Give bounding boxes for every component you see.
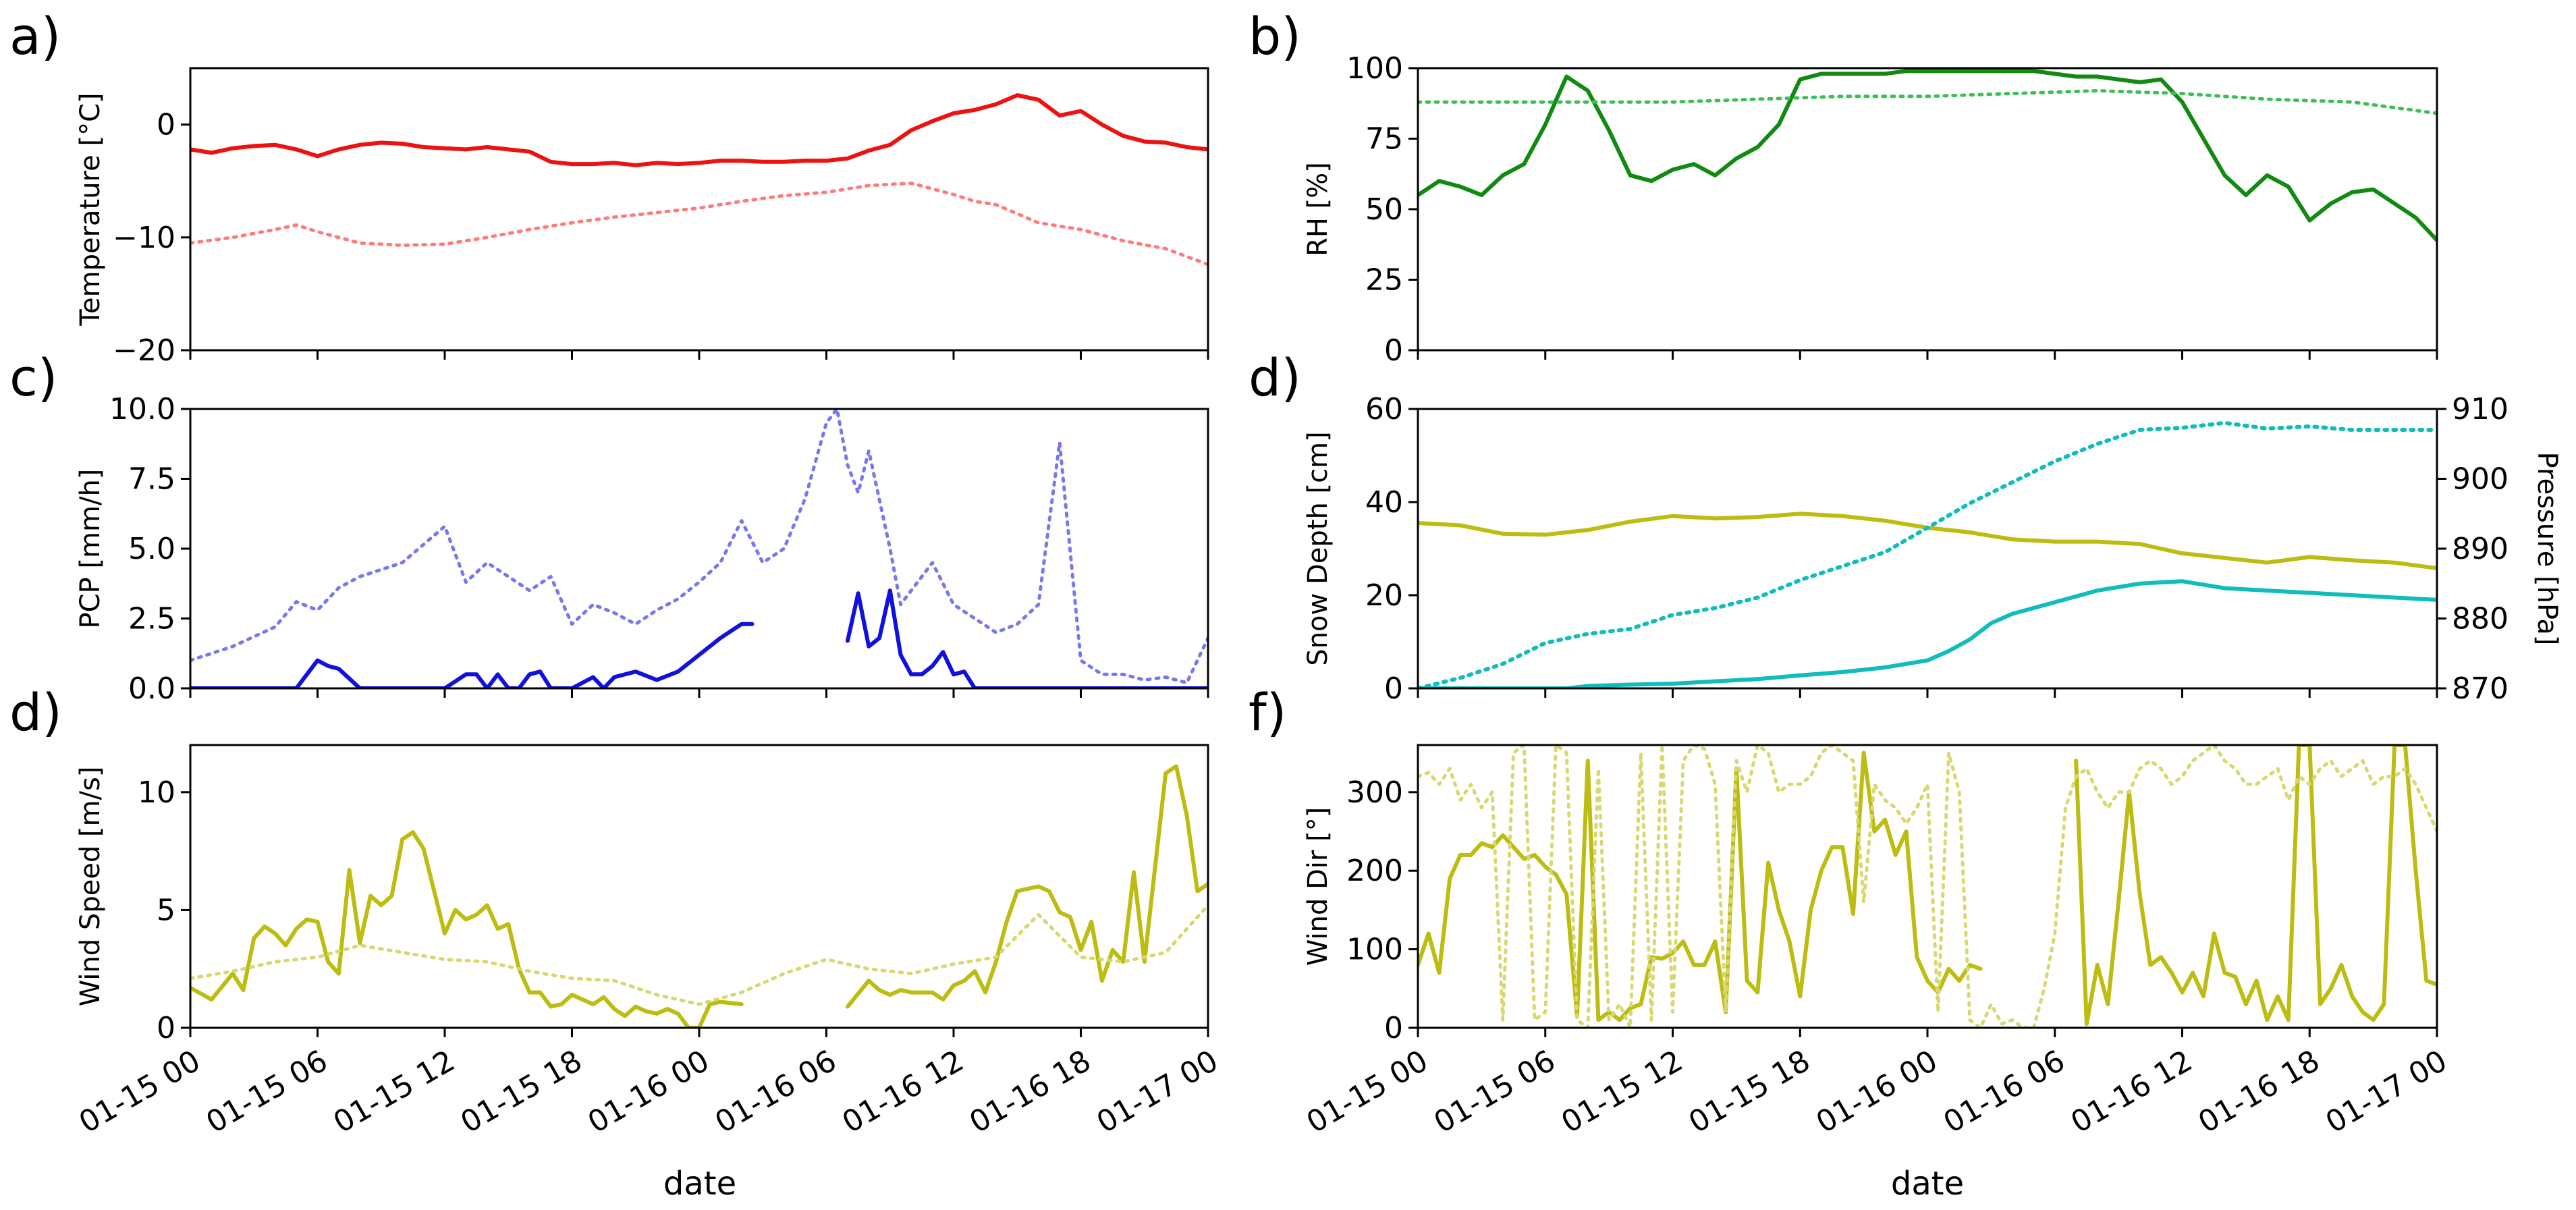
x-tick-label: 01-17 00 xyxy=(1091,1043,1224,1140)
series-temperature-dotted xyxy=(190,182,1208,267)
y2-axis-label: Pressure [hPa] xyxy=(2531,452,2563,646)
y-tick-label: 0 xyxy=(1384,671,1403,706)
y-tick-label: 100 xyxy=(1346,933,1403,967)
series-wind-dir-part1 xyxy=(1418,750,1983,1022)
y-tick-label: 0 xyxy=(1384,1011,1403,1045)
series-temperature-solid xyxy=(190,93,1208,167)
x-tick-label: 01-15 00 xyxy=(74,1043,207,1140)
y-tick-label: 25 xyxy=(1365,263,1403,298)
x-tick-label: 01-16 18 xyxy=(964,1043,1097,1140)
x-axis-label-right: date xyxy=(1891,1165,1964,1203)
series-pcp-solid-part2 xyxy=(845,588,1208,688)
y-axis-label: Wind Dir [°] xyxy=(1303,807,1334,966)
panel-letter-a: a) xyxy=(9,6,61,66)
y-axis-label: RH [%] xyxy=(1303,162,1334,256)
series-wind-speed-part1 xyxy=(190,830,744,1028)
y-tick-label: 7.5 xyxy=(128,462,175,497)
x-tick-label: 01-15 12 xyxy=(1556,1043,1689,1140)
y-tick-label: 2.5 xyxy=(128,602,175,636)
y-tick-label: 0 xyxy=(157,108,175,142)
plot-frame xyxy=(1417,67,2438,352)
y-tick-label: 0.0 xyxy=(128,671,175,706)
y-tick-label: 200 xyxy=(1346,854,1403,888)
series-wind-dir-part2 xyxy=(2074,745,2437,1026)
x-tick-label: 01-15 12 xyxy=(328,1043,461,1140)
y2-tick-label: 890 xyxy=(2452,532,2509,566)
y-axis-label: Snow Depth [cm] xyxy=(1303,431,1334,665)
x-tick-label: 01-16 06 xyxy=(1938,1043,2071,1140)
y-tick-label: 60 xyxy=(1365,392,1403,427)
y-tick-label: −20 xyxy=(113,333,175,368)
x-tick-label: 01-16 00 xyxy=(582,1043,715,1140)
panel-a: a) −20 −10 0 Temperature [°C] xyxy=(9,6,1209,368)
y2-tick-label: 910 xyxy=(2452,392,2509,427)
series-pcp-dotted xyxy=(190,409,1208,685)
y2-tick-label: 880 xyxy=(2452,602,2509,636)
series-pcp-solid-part1 xyxy=(190,622,755,688)
plot-frame xyxy=(189,744,1209,1029)
series-wind-speed-part2 xyxy=(845,764,1208,1009)
x-tick-label: 01-16 00 xyxy=(1811,1043,1944,1140)
y-tick-label: 10 xyxy=(138,775,175,810)
y-axis-label: Temperature [°C] xyxy=(75,92,106,326)
x-axis-label-left: date xyxy=(663,1165,736,1203)
x-tick-label: 01-16 18 xyxy=(2193,1043,2326,1140)
series-rh-dotted xyxy=(1418,88,2437,115)
panel-letter-e: d) xyxy=(9,682,62,742)
panel-letter-c: c) xyxy=(9,348,57,408)
plot-frame xyxy=(189,408,1209,690)
y-tick-label: 20 xyxy=(1365,578,1403,613)
panel-b: b) 0 25 50 75 100 RH [%] xyxy=(1249,6,2438,368)
y-tick-label: 40 xyxy=(1365,485,1403,520)
y2-tick-label: 870 xyxy=(2452,671,2509,706)
series-wind-dir-dotted xyxy=(1418,745,2437,1028)
y-tick-label: 5 xyxy=(157,893,175,927)
x-tick-label: 01-15 06 xyxy=(200,1043,333,1140)
panel-c: c) 0.0 2.5 5.0 7.5 10.0 PCP [mm/h] xyxy=(9,348,1209,706)
x-tick-label: 01-17 00 xyxy=(2320,1043,2453,1140)
x-tick-label: 01-16 12 xyxy=(2065,1043,2198,1140)
y-tick-label: 10.0 xyxy=(109,392,175,427)
panel-d_top: d) 0 20 40 60 Snow Depth [cm] 870 880 890 900 910 P… xyxy=(1249,348,2563,706)
x-tick-label: 01-15 18 xyxy=(1683,1043,1816,1140)
y-tick-label: 5.0 xyxy=(128,532,175,566)
y-tick-label: 75 xyxy=(1365,122,1403,157)
x-tick-label: 01-15 00 xyxy=(1301,1043,1434,1140)
panel-letter-b: b) xyxy=(1249,6,1301,66)
panel-letter-f: f) xyxy=(1249,682,1286,742)
series-wind-speed-dotted xyxy=(190,903,1208,1006)
series-rh-solid xyxy=(1418,69,2437,242)
panel-letter-d_top: d) xyxy=(1249,348,1301,408)
x-tick-label: 01-16 12 xyxy=(837,1043,970,1140)
y2-tick-label: 900 xyxy=(2452,462,2509,497)
y-axis-label: Wind Speed [m/s] xyxy=(75,767,106,1007)
x-tick-label: 01-16 06 xyxy=(709,1043,842,1140)
x-tick-label: 01-15 06 xyxy=(1428,1043,1561,1140)
y-axis-label: PCP [mm/h] xyxy=(75,469,106,629)
plot-frame xyxy=(1417,408,2438,690)
series-depth-cyan xyxy=(1418,579,2437,688)
y-tick-label: 300 xyxy=(1346,775,1403,810)
series-snow-depth xyxy=(1418,512,2437,570)
y-tick-label: 0 xyxy=(157,1011,175,1045)
series-pressure-dotted xyxy=(1418,420,2437,688)
y-tick-label: −10 xyxy=(113,221,175,255)
y-tick-label: 100 xyxy=(1346,51,1403,86)
y-tick-label: 0 xyxy=(1384,333,1403,368)
y-tick-label: 50 xyxy=(1365,192,1403,227)
x-tick-label: 01-15 18 xyxy=(455,1043,588,1140)
